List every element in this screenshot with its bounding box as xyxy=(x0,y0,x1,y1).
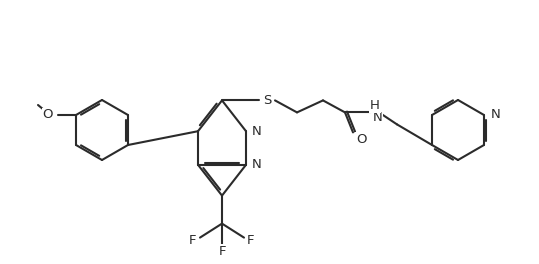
Text: N: N xyxy=(252,125,262,138)
Text: N: N xyxy=(252,158,262,171)
Text: H: H xyxy=(370,99,380,112)
Text: F: F xyxy=(247,234,255,247)
Text: O: O xyxy=(356,133,367,146)
Text: N: N xyxy=(373,111,383,124)
Text: N: N xyxy=(491,109,501,121)
Text: O: O xyxy=(43,109,53,121)
Text: S: S xyxy=(263,94,271,107)
Text: F: F xyxy=(189,234,197,247)
Text: F: F xyxy=(218,245,226,258)
